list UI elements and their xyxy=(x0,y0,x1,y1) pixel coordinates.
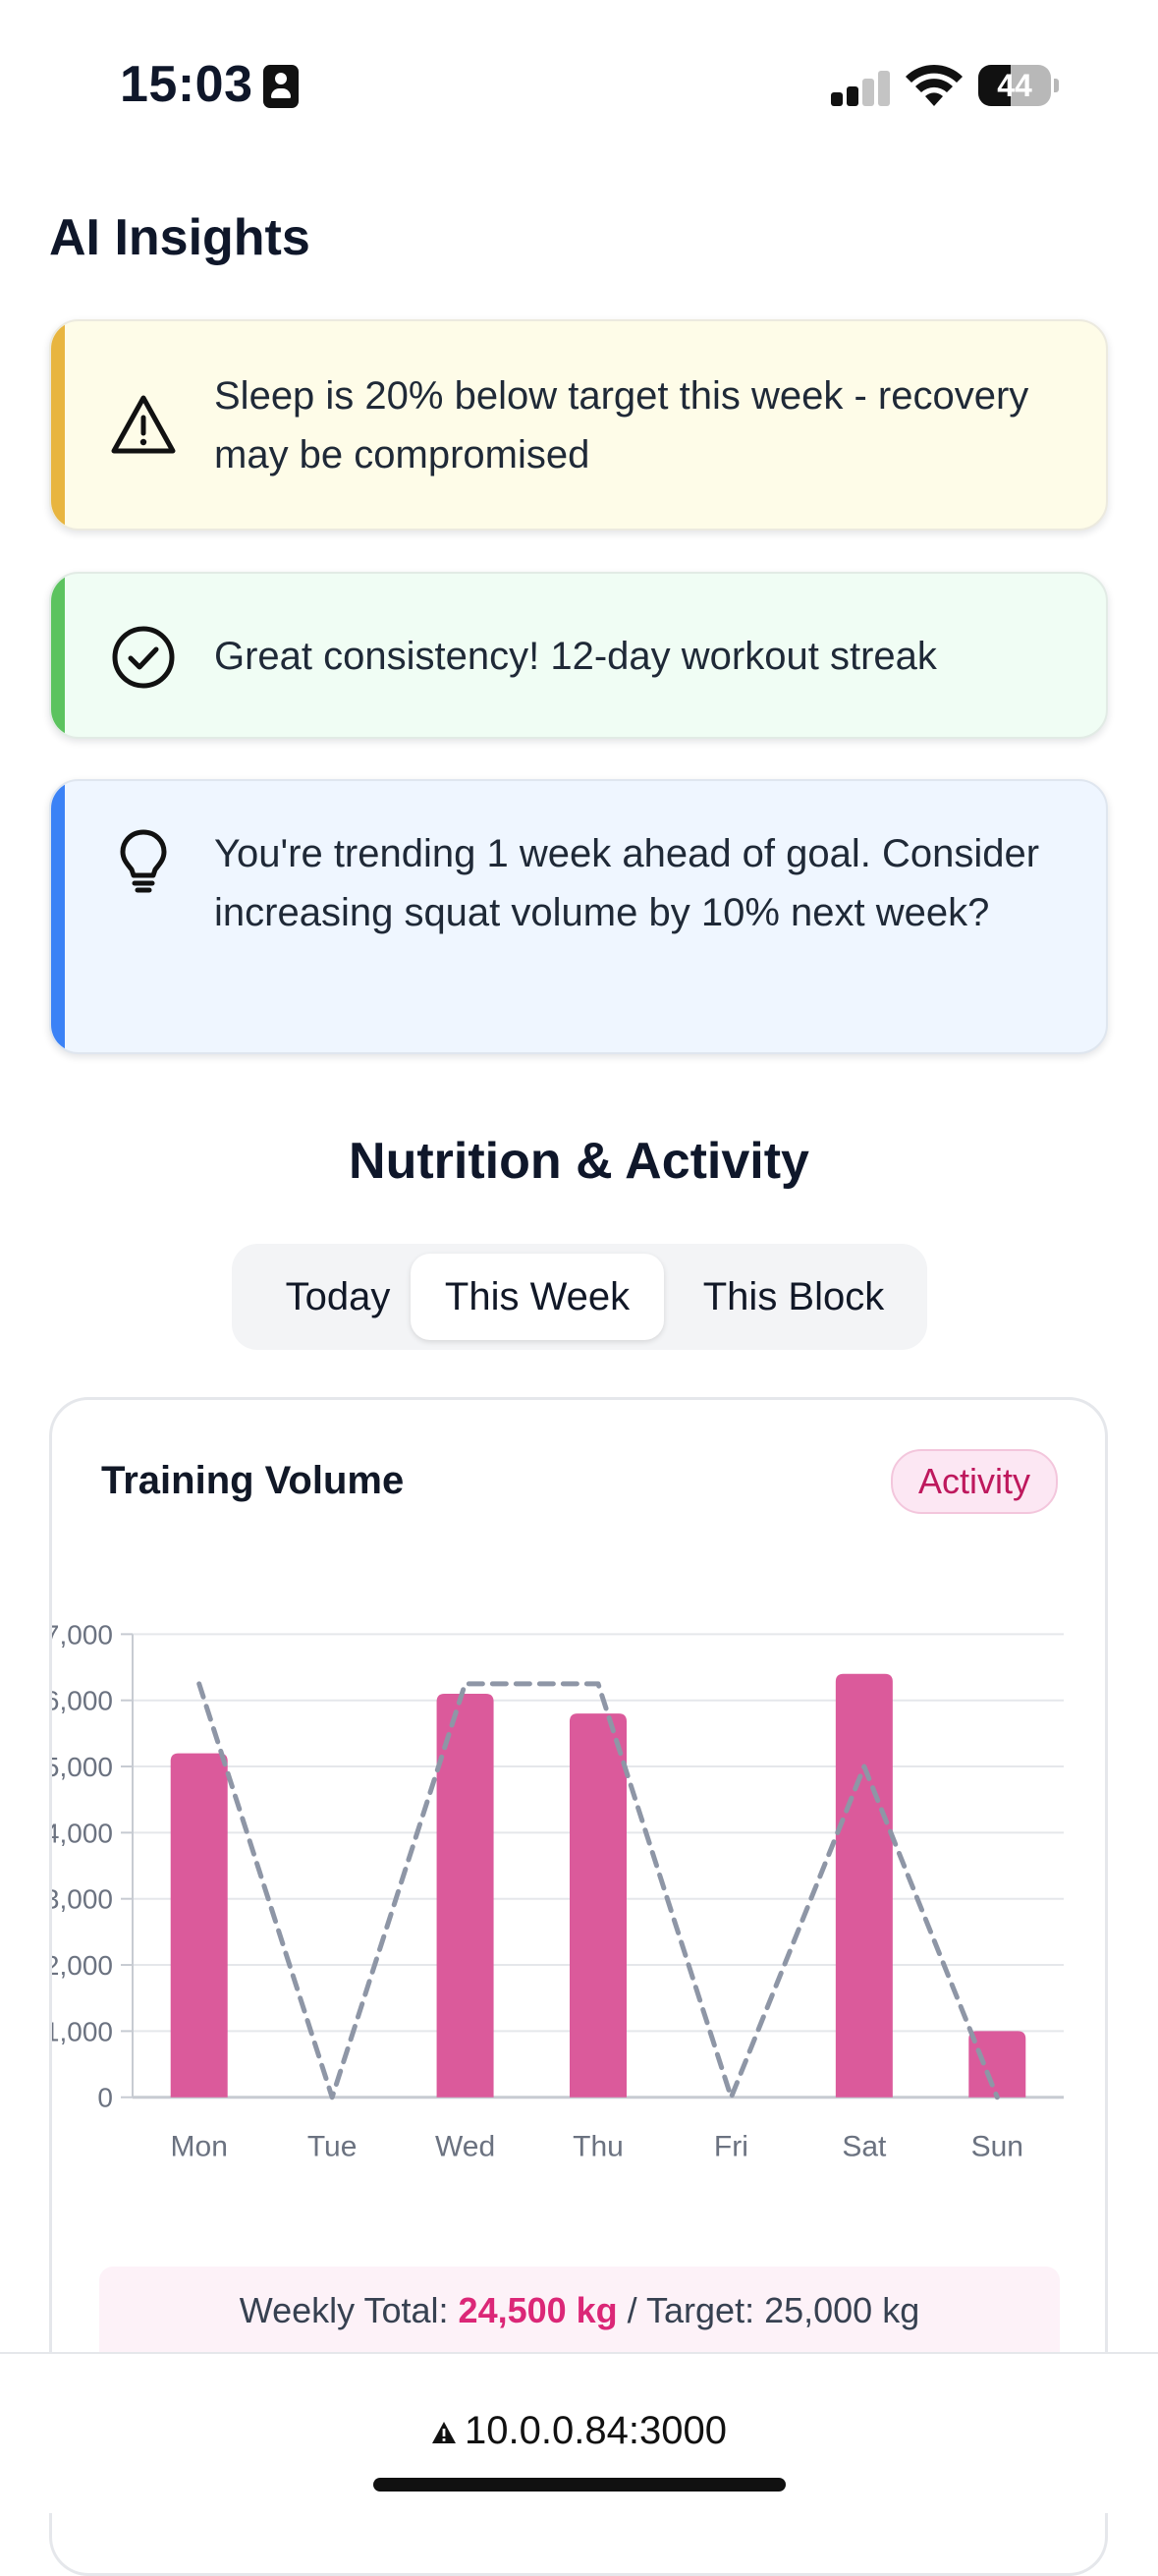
insecure-warning-icon xyxy=(432,2422,457,2443)
url-bar[interactable]: 10.0.0.84:3000 xyxy=(0,2409,1158,2453)
training-volume-chart: 0 1,000 2,000 3,000 4,000 5,000 6,000 7,000 Mon T… xyxy=(52,1619,1064,2163)
insight-text: Great consistency! 12-day workout streak xyxy=(214,635,937,678)
bar-wed xyxy=(436,1693,494,2098)
activity-badge[interactable]: Activity xyxy=(890,1449,1058,1514)
y-tick-label: 1,000 xyxy=(52,2016,113,2046)
x-tick-label: Fri xyxy=(714,2131,748,2163)
insight-accent-bar xyxy=(51,781,65,1052)
target-line xyxy=(196,1681,1000,2100)
insight-accent-bar xyxy=(51,321,65,529)
period-segmented-control: Today This Week This Block xyxy=(232,1244,927,1350)
y-tick-label: 7,000 xyxy=(52,1619,113,1650)
insight-accent-bar xyxy=(51,574,65,737)
nutrition-activity-title: Nutrition & Activity xyxy=(349,1133,809,1190)
chart-title: Training Volume xyxy=(101,1459,405,1502)
wifi-icon xyxy=(906,64,963,106)
x-tick-label: Mon xyxy=(171,2131,228,2163)
y-tick-label: 3,000 xyxy=(52,1884,113,1915)
check-circle-icon xyxy=(112,626,175,689)
ai-insights-title: AI Insights xyxy=(49,209,310,266)
x-tick-label: Sat xyxy=(842,2131,887,2163)
x-tick-label: Wed xyxy=(435,2131,495,2163)
tab-this-week[interactable]: This Week xyxy=(411,1254,664,1340)
contact-card-icon xyxy=(263,65,299,108)
status-bar: 15:03 44 xyxy=(0,0,1158,167)
insight-card-warning[interactable]: Sleep is 20% below target this week - re… xyxy=(49,319,1108,531)
weekly-target: / Target: 25,000 kg xyxy=(617,2290,920,2330)
battery-icon: 44 xyxy=(978,65,1059,108)
cellular-signal-icon xyxy=(831,71,892,106)
x-tick-label: Sun xyxy=(971,2131,1023,2163)
tab-this-block[interactable]: This Block xyxy=(702,1275,885,1318)
battery-percent: 44 xyxy=(997,68,1032,103)
insight-text: You're trending 1 week ahead of goal. Co… xyxy=(214,832,1040,934)
tab-today[interactable]: Today xyxy=(285,1275,391,1318)
url-text: 10.0.0.84:3000 xyxy=(465,2409,727,2452)
y-tick-label: 0 xyxy=(97,2083,113,2113)
warning-triangle-icon xyxy=(111,395,176,454)
home-indicator[interactable] xyxy=(373,2478,786,2492)
y-tick-label: 2,000 xyxy=(52,1950,113,1981)
browser-bottom-bar: 10.0.0.84:3000 xyxy=(0,2352,1158,2513)
x-tick-label: Tue xyxy=(307,2131,358,2163)
bar-sun xyxy=(968,2031,1026,2098)
lightbulb-icon xyxy=(120,829,167,893)
x-tick-label: Thu xyxy=(573,2131,624,2163)
weekly-total-label: Weekly Total: xyxy=(239,2290,459,2330)
y-tick-label: 6,000 xyxy=(52,1686,113,1716)
bar-thu xyxy=(570,1713,627,2098)
weekly-total-summary: Weekly Total: 24,500 kg / Target: 25,000… xyxy=(99,2267,1060,2365)
bar-sat xyxy=(835,1673,893,2098)
y-tick-label: 5,000 xyxy=(52,1752,113,1782)
insight-card-tip[interactable]: You're trending 1 week ahead of goal. Co… xyxy=(49,779,1108,1054)
insight-card-success[interactable]: Great consistency! 12-day workout streak xyxy=(49,572,1108,739)
status-time: 15:03 xyxy=(120,56,253,113)
y-tick-label: 4,000 xyxy=(52,1818,113,1848)
weekly-total-value: 24,500 kg xyxy=(458,2290,618,2330)
bar-mon xyxy=(170,1753,228,2098)
insight-text: Sleep is 20% below target this week - re… xyxy=(214,374,1029,476)
